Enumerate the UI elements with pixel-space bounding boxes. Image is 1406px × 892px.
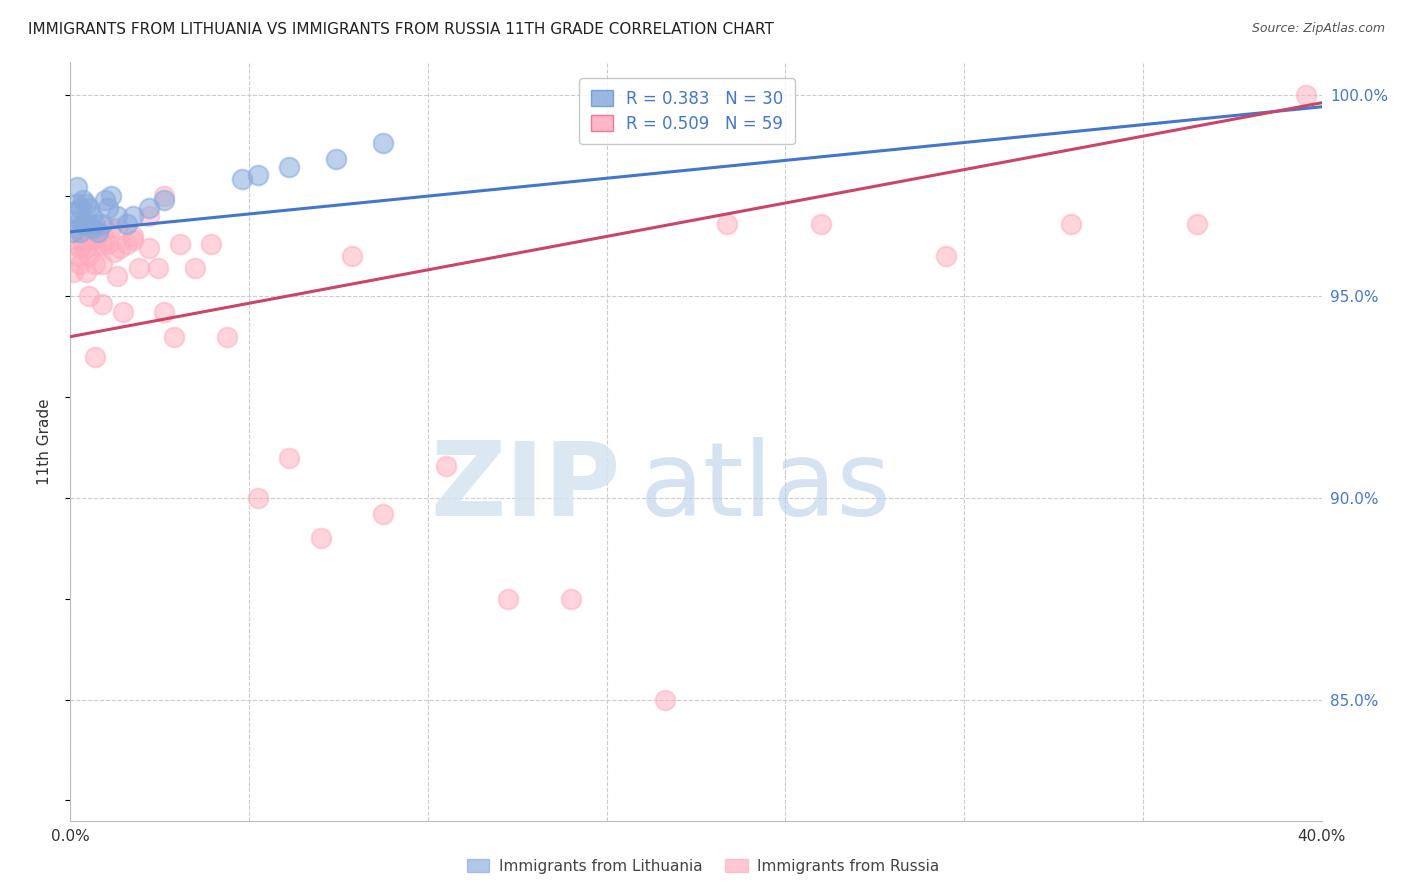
Point: [97, 201, 120, 215]
Point: [93, 233, 115, 247]
Point: [247, 491, 270, 505]
Point: [121, 228, 145, 243]
Text: atlas: atlas: [640, 436, 891, 538]
Point: [138, 241, 160, 255]
Point: [169, 236, 191, 251]
Point: [82, 233, 104, 247]
Point: [247, 169, 270, 183]
Point: [84, 236, 107, 251]
Point: [215, 329, 238, 343]
Point: [90, 257, 112, 271]
Point: [72, 236, 94, 251]
Point: [90, 217, 112, 231]
Point: [69, 212, 91, 227]
Point: [309, 532, 332, 546]
Point: [121, 233, 145, 247]
Point: [325, 153, 347, 167]
Point: [200, 236, 222, 251]
Point: [69, 201, 91, 215]
Point: [75, 241, 97, 255]
Point: [146, 261, 169, 276]
Point: [162, 329, 184, 343]
Point: [115, 236, 138, 251]
Point: [810, 217, 832, 231]
Point: [72, 217, 94, 231]
Point: [84, 257, 107, 271]
Point: [77, 289, 100, 303]
Point: [72, 193, 94, 207]
Point: [278, 450, 301, 465]
Point: [65, 220, 87, 235]
Point: [110, 241, 132, 255]
Point: [84, 217, 107, 231]
Point: [100, 188, 122, 202]
Point: [935, 249, 957, 263]
Point: [77, 228, 100, 243]
Point: [87, 225, 110, 239]
Point: [105, 209, 128, 223]
Point: [153, 305, 176, 319]
Point: [87, 228, 110, 243]
Point: [69, 257, 91, 271]
Point: [93, 193, 115, 207]
Point: [716, 217, 738, 231]
Point: [105, 269, 128, 284]
Point: [62, 225, 84, 239]
Legend: R = 0.383   N = 30, R = 0.509   N = 59: R = 0.383 N = 30, R = 0.509 N = 59: [579, 78, 794, 145]
Point: [62, 204, 84, 219]
Point: [77, 201, 100, 215]
Point: [82, 209, 104, 223]
Point: [84, 350, 107, 364]
Point: [62, 265, 84, 279]
Point: [1060, 217, 1083, 231]
Point: [153, 188, 176, 202]
Point: [112, 305, 135, 319]
Point: [278, 161, 301, 175]
Point: [1185, 217, 1208, 231]
Point: [62, 236, 84, 251]
Point: [75, 217, 97, 231]
Point: [72, 217, 94, 231]
Point: [69, 220, 91, 235]
Point: [371, 507, 394, 521]
Point: [371, 136, 394, 150]
Point: [90, 236, 112, 251]
Point: [75, 265, 97, 279]
Point: [231, 172, 253, 186]
Point: [100, 220, 122, 235]
Point: [103, 245, 125, 260]
Point: [121, 209, 145, 223]
Point: [97, 236, 120, 251]
Point: [498, 591, 520, 606]
Point: [75, 196, 97, 211]
Point: [184, 261, 207, 276]
Y-axis label: 11th Grade: 11th Grade: [37, 398, 52, 485]
Point: [69, 241, 91, 255]
Point: [115, 217, 138, 231]
Text: IMMIGRANTS FROM LITHUANIA VS IMMIGRANTS FROM RUSSIA 11TH GRADE CORRELATION CHART: IMMIGRANTS FROM LITHUANIA VS IMMIGRANTS …: [28, 22, 773, 37]
Text: ZIP: ZIP: [430, 436, 621, 538]
Point: [1295, 87, 1317, 102]
Point: [340, 249, 363, 263]
Point: [434, 458, 457, 473]
Point: [138, 209, 160, 223]
Point: [138, 201, 160, 215]
Point: [105, 220, 128, 235]
Point: [560, 591, 582, 606]
Point: [65, 180, 87, 194]
Point: [90, 297, 112, 311]
Point: [82, 220, 104, 235]
Point: [65, 249, 87, 263]
Point: [69, 225, 91, 239]
Point: [128, 261, 150, 276]
Legend: Immigrants from Lithuania, Immigrants from Russia: Immigrants from Lithuania, Immigrants fr…: [460, 853, 946, 880]
Text: Source: ZipAtlas.com: Source: ZipAtlas.com: [1251, 22, 1385, 36]
Point: [153, 193, 176, 207]
Point: [65, 196, 87, 211]
Point: [77, 249, 100, 263]
Point: [654, 692, 676, 706]
